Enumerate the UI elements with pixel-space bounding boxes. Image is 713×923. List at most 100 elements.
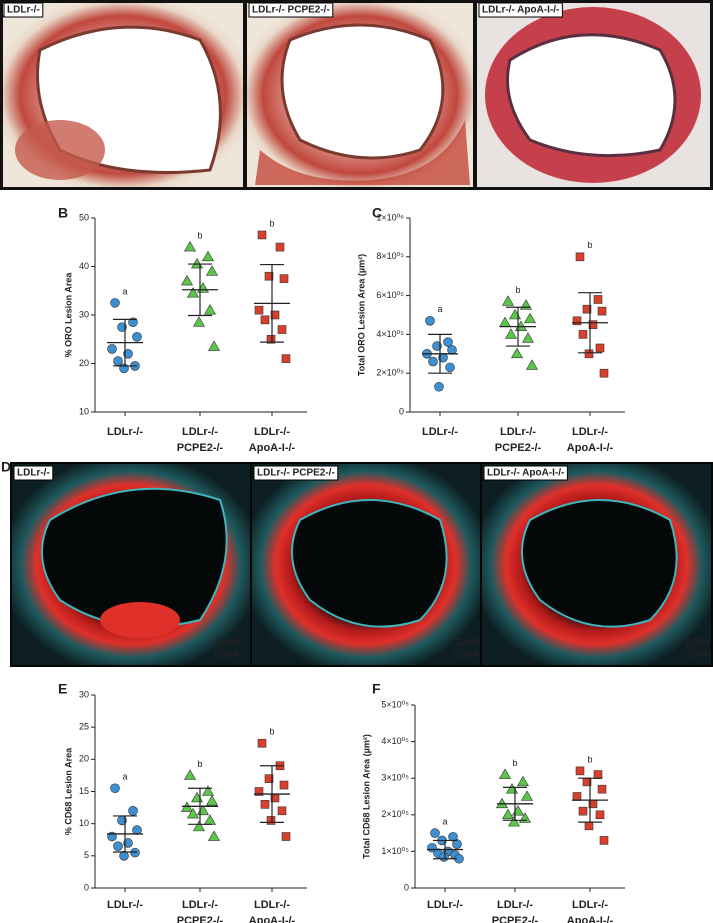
significance-letter: a: [437, 304, 442, 314]
data-point: [257, 230, 267, 240]
data-point: [117, 322, 127, 332]
significance-letter: b: [269, 218, 274, 228]
x-tick-label: PCPE2-/-: [495, 442, 542, 454]
y-tick-label: 0: [404, 882, 409, 892]
y-tick-label: 1×10⁰⁵: [381, 846, 409, 856]
y-tick-label: 4×10⁰⁵: [376, 329, 404, 339]
y-tick-label: 50: [79, 212, 89, 222]
data-point: [520, 790, 534, 801]
micrograph: [252, 464, 480, 665]
x-tick-label: ApoA-I-/-: [249, 442, 296, 454]
data-point: [439, 852, 449, 862]
image-label: LDLr-/- PCPE2-/-: [252, 5, 330, 16]
data-point: [183, 241, 197, 252]
y-tick-label: 0: [399, 406, 404, 416]
data-point: [452, 839, 462, 849]
data-point: [132, 825, 142, 835]
data-point: [190, 257, 204, 269]
data-point: [425, 316, 435, 326]
data-point: [254, 787, 264, 796]
data-point: [186, 807, 200, 819]
x-tick-label: LDLr-/-: [497, 899, 533, 911]
x-tick-label: LDLr-/-: [254, 899, 290, 911]
data-point: [447, 345, 457, 355]
x-tick-label: ApoA-I-/-: [249, 915, 296, 923]
image-label: LDLr-/-: [17, 468, 50, 479]
y-tick-label: 30: [79, 309, 89, 319]
data-point: [119, 363, 129, 374]
x-tick-label: LDLr-/-: [572, 426, 608, 438]
data-point: [498, 768, 512, 779]
y-tick-label: 20: [79, 754, 89, 764]
image-label-box: [483, 465, 568, 481]
data-point: [578, 330, 588, 339]
data-point: [599, 368, 609, 378]
image-label-box: [3, 2, 44, 18]
data-point: [434, 381, 444, 392]
y-tick-label: 0: [84, 882, 89, 892]
data-point: [501, 295, 515, 306]
data-point: [207, 830, 221, 841]
data-point: [505, 783, 519, 794]
data-point: [183, 769, 197, 780]
data-point: [196, 282, 210, 293]
image-label: LDLr-/-: [7, 5, 40, 16]
y-axis-title: % ORO Lesion Area: [63, 272, 73, 358]
data-point: [123, 838, 133, 848]
x-tick-label: PCPE2-/-: [177, 915, 224, 923]
image-label: LDLr-/- ApoA-I-/-: [487, 468, 564, 479]
data-point: [523, 312, 537, 324]
data-point: [430, 828, 440, 838]
data-point: [264, 271, 274, 281]
data-point: [595, 810, 605, 820]
y-tick-label: 6×10⁰⁵: [376, 290, 404, 300]
data-point: [113, 841, 123, 851]
data-point: [128, 317, 138, 328]
stain-label: DAPI: [455, 638, 479, 649]
x-tick-label: LDLr-/-: [427, 899, 463, 911]
x-tick-label: LDLr-/-: [254, 426, 290, 438]
data-point: [107, 344, 117, 354]
y-tick-label: 1×10⁰⁶: [376, 212, 404, 222]
data-point: [257, 738, 267, 748]
data-point: [584, 821, 594, 831]
data-point: [119, 851, 129, 861]
data-point: [186, 287, 200, 298]
y-tick-label: 8×10⁰⁵: [376, 251, 404, 261]
panel-label: E: [58, 681, 67, 697]
image-label: LDLr-/- PCPE2-/-: [257, 468, 335, 479]
significance-letter: b: [269, 727, 274, 737]
x-tick-label: PCPE2-/-: [492, 915, 539, 923]
data-point: [260, 800, 270, 809]
data-point: [510, 347, 524, 359]
y-tick-label: 2×10⁰⁵: [381, 809, 409, 819]
micrograph: [482, 464, 711, 665]
data-point: [266, 334, 276, 344]
y-tick-label: 15: [79, 786, 89, 796]
data-point: [266, 816, 276, 825]
data-point: [123, 348, 133, 359]
data-point: [593, 295, 603, 304]
data-point: [203, 814, 217, 825]
data-point: [599, 836, 609, 845]
data-point: [277, 806, 287, 816]
x-tick-label: LDLr-/-: [500, 426, 536, 438]
significance-letter: b: [515, 285, 520, 295]
data-point: [277, 325, 287, 334]
significance-letter: b: [197, 759, 202, 769]
micrograph: [247, 3, 473, 187]
panel-label: F: [372, 681, 381, 697]
data-point: [281, 354, 291, 363]
y-tick-label: 5: [84, 850, 89, 860]
data-point: [519, 299, 533, 310]
data-point: [508, 308, 522, 320]
data-point: [525, 359, 539, 370]
panel-d: [10, 462, 713, 667]
data-point: [501, 808, 515, 820]
stain-label: CD68: [683, 650, 709, 661]
data-point: [190, 791, 204, 803]
data-point: [201, 250, 215, 262]
data-point: [504, 328, 518, 339]
data-point: [578, 806, 588, 816]
